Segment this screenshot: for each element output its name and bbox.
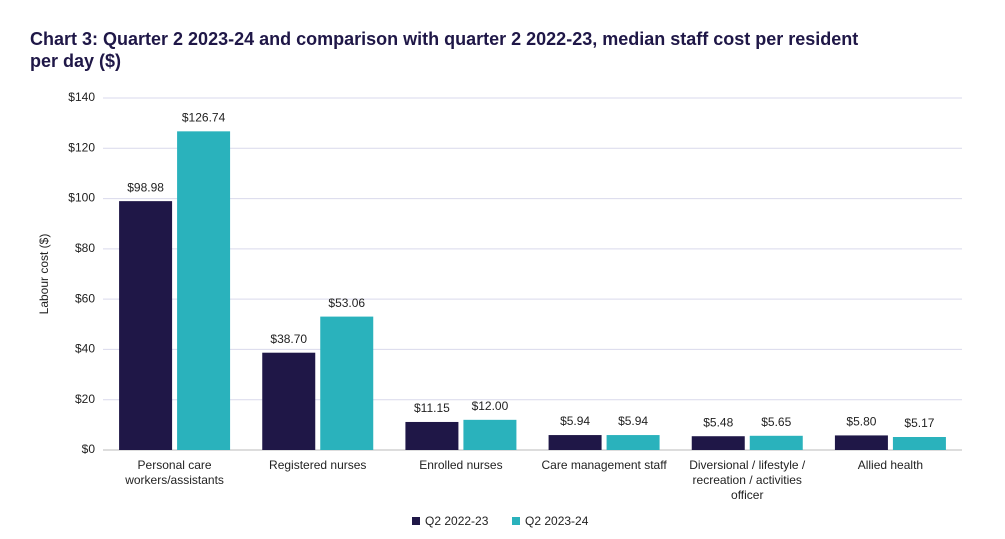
- x-tick-label: Diversional / lifestyle / recreation / a…: [689, 458, 806, 502]
- value-label: $5.17: [904, 416, 934, 430]
- x-tick-label: Registered nurses: [269, 458, 367, 472]
- legend-item: Q2 2023-24: [512, 514, 588, 528]
- bar: [119, 201, 173, 450]
- legend-swatch: [412, 517, 420, 525]
- x-tick-label: Enrolled nurses: [419, 458, 503, 472]
- bar: [463, 419, 517, 450]
- bar: [892, 437, 946, 450]
- value-label: $5.94: [560, 414, 590, 428]
- chart-title: Chart 3: Quarter 2 2023-24 and compariso…: [30, 29, 859, 71]
- legend-label: Q2 2023-24: [525, 514, 589, 528]
- y-tick-label: $40: [75, 342, 95, 356]
- y-tick-label: $20: [75, 392, 95, 406]
- value-label: $98.98: [127, 180, 164, 194]
- bar: [405, 421, 459, 450]
- value-label: $53.06: [328, 296, 365, 310]
- legend-item: Q2 2022-23: [412, 514, 488, 528]
- bar: [262, 352, 316, 450]
- x-tick-label: Allied health: [857, 458, 924, 472]
- value-label: $5.48: [703, 415, 733, 429]
- y-tick-label: $80: [75, 241, 95, 255]
- value-label: $5.65: [761, 415, 791, 429]
- bar: [177, 131, 231, 451]
- value-label: $126.74: [182, 111, 226, 125]
- y-tick-label: $0: [82, 442, 96, 456]
- y-tick-label: $60: [75, 291, 95, 305]
- value-label: $12.00: [472, 399, 509, 413]
- bar: [606, 435, 660, 450]
- y-tick-label: $140: [68, 90, 95, 104]
- value-label: $5.94: [618, 414, 648, 428]
- x-tick-label: Personal care workers/assistants: [125, 458, 224, 487]
- bar: [691, 436, 745, 450]
- bar: [320, 316, 374, 450]
- y-axis-label: Labour cost ($): [37, 234, 51, 315]
- value-label: $5.80: [846, 415, 876, 429]
- x-tick-label: Care management staff: [541, 458, 667, 472]
- bar: [749, 435, 803, 450]
- bar: [834, 435, 888, 450]
- legend-swatch: [512, 517, 520, 525]
- y-tick-label: $100: [68, 191, 95, 205]
- legend-label: Q2 2022-23: [425, 514, 489, 528]
- y-tick-label: $120: [68, 140, 95, 154]
- bar: [548, 435, 602, 450]
- value-label: $38.70: [270, 332, 307, 346]
- value-label: $11.15: [414, 401, 450, 415]
